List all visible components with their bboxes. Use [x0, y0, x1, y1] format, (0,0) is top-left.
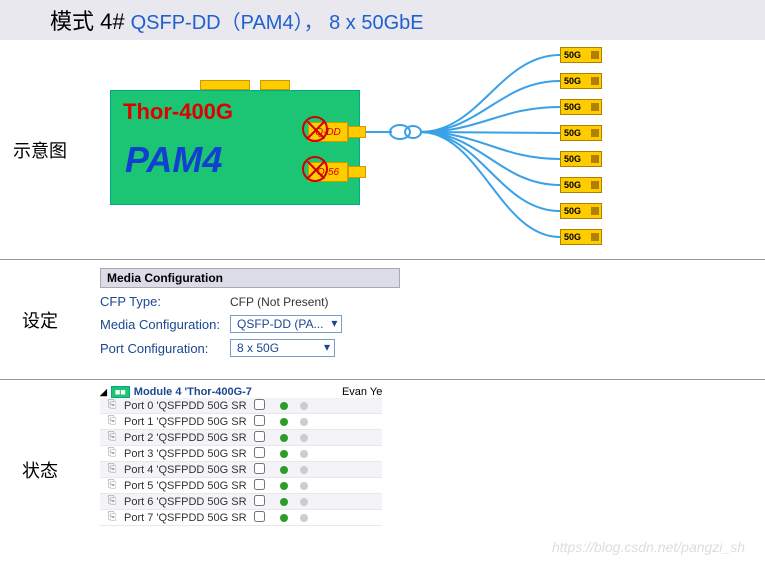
port-icon: ⎘ — [100, 399, 124, 412]
port-row[interactable]: ⎘Port 7 'QSFPDD 50G SR — [100, 510, 382, 526]
target-50g: 50G — [560, 99, 602, 115]
port-checkbox[interactable] — [254, 495, 274, 509]
led-gray-icon — [300, 498, 308, 506]
target-50g: 50G — [560, 73, 602, 89]
media-config-label: Media Configuration: — [100, 317, 230, 332]
led-gray-icon — [300, 466, 308, 474]
module-name: Module 4 'Thor-400G-7 — [134, 386, 252, 398]
port-name: Port 1 'QSFPDD 50G SR — [124, 416, 254, 428]
port-icon: ⎘ — [100, 431, 124, 444]
module-badge: ■■ — [111, 386, 130, 398]
label-config: 设定 — [0, 260, 80, 379]
led-gray-icon — [300, 418, 308, 426]
cfp-type-value: CFP (Not Present) — [230, 295, 328, 309]
led-green-icon — [280, 434, 288, 442]
port-checkbox[interactable] — [254, 479, 274, 493]
led-gray-icon — [300, 450, 308, 458]
led-green-icon — [280, 482, 288, 490]
mode-number: 模式 4# — [50, 4, 125, 36]
port-row[interactable]: ⎘Port 6 'QSFPDD 50G SR — [100, 494, 382, 510]
status-row: 状态 ◢ ■■ Module 4 'Thor-400G-7 Evan Ye ⎘P… — [0, 380, 765, 560]
port-icon: ⎘ — [100, 447, 124, 460]
port-name: Port 0 'QSFPDD 50G SR — [124, 400, 254, 412]
port-icon: ⎘ — [100, 511, 124, 524]
module-owner: Evan Ye — [342, 386, 382, 398]
led-green-icon — [280, 514, 288, 522]
target-50g: 50G — [560, 47, 602, 63]
port-row[interactable]: ⎘Port 5 'QSFPDD 50G SR — [100, 478, 382, 494]
port-name: Port 4 'QSFPDD 50G SR — [124, 464, 254, 476]
fanout-wires — [80, 40, 760, 260]
port-checkbox[interactable] — [254, 431, 274, 445]
port-icon: ⎘ — [100, 415, 124, 428]
port-row[interactable]: ⎘Port 3 'QSFPDD 50G SR — [100, 446, 382, 462]
led-green-icon — [280, 450, 288, 458]
port-name: Port 5 'QSFPDD 50G SR — [124, 480, 254, 492]
port-name: Port 2 'QSFPDD 50G SR — [124, 432, 254, 444]
led-gray-icon — [300, 434, 308, 442]
label-diagram: 示意图 — [0, 40, 80, 259]
port-icon: ⎘ — [100, 463, 124, 476]
port-icon: ⎘ — [100, 495, 124, 508]
led-gray-icon — [300, 482, 308, 490]
config-panel: Media Configuration CFP Type: CFP (Not P… — [80, 260, 400, 379]
port-config-dropdown[interactable]: 8 x 50G — [230, 339, 335, 357]
target-50g: 50G — [560, 229, 602, 245]
port-row[interactable]: ⎘Port 2 'QSFPDD 50G SR — [100, 430, 382, 446]
status-panel: ◢ ■■ Module 4 'Thor-400G-7 Evan Ye ⎘Port… — [80, 380, 382, 560]
media-config-dropdown[interactable]: QSFP-DD (PA... — [230, 315, 342, 333]
port-row[interactable]: ⎘Port 0 'QSFPDD 50G SR — [100, 398, 382, 414]
port-checkbox[interactable] — [254, 399, 274, 413]
config-title: Media Configuration — [100, 268, 400, 288]
led-green-icon — [280, 466, 288, 474]
port-name: Port 3 'QSFPDD 50G SR — [124, 448, 254, 460]
port-checkbox[interactable] — [254, 415, 274, 429]
led-green-icon — [280, 498, 288, 506]
port-checkbox[interactable] — [254, 511, 274, 525]
watermark: https://blog.csdn.net/pangzi_sh — [552, 539, 745, 555]
led-green-icon — [280, 418, 288, 426]
target-50g: 50G — [560, 203, 602, 219]
port-row[interactable]: ⎘Port 1 'QSFPDD 50G SR — [100, 414, 382, 430]
module-header[interactable]: ◢ ■■ Module 4 'Thor-400G-7 Evan Ye — [100, 386, 382, 398]
port-row[interactable]: ⎘Port 4 'QSFPDD 50G SR — [100, 462, 382, 478]
port-name: Port 6 'QSFPDD 50G SR — [124, 496, 254, 508]
config-row: 设定 Media Configuration CFP Type: CFP (No… — [0, 260, 765, 380]
cfp-type-label: CFP Type: — [100, 294, 230, 309]
port-config-label: Port Configuration: — [100, 341, 230, 356]
header-bar: 模式 4# QSFP-DD（PAM4）， 8 x 50GbE — [0, 0, 765, 40]
port-icon: ⎘ — [100, 479, 124, 492]
led-green-icon — [280, 402, 288, 410]
port-checkbox[interactable] — [254, 463, 274, 477]
target-50g: 50G — [560, 177, 602, 193]
led-gray-icon — [300, 402, 308, 410]
collapse-icon[interactable]: ◢ — [100, 387, 107, 398]
diagram-area: Thor-400G PAM4 Q-DD Q-56 50G 50G 50G 50G… — [80, 40, 765, 259]
diagram-row: 示意图 Thor-400G PAM4 Q-DD Q-56 50G 50G 5 — [0, 40, 765, 260]
port-name: Port 7 'QSFPDD 50G SR — [124, 512, 254, 524]
led-gray-icon — [300, 514, 308, 522]
target-50g: 50G — [560, 125, 602, 141]
target-50g: 50G — [560, 151, 602, 167]
port-checkbox[interactable] — [254, 447, 274, 461]
mode-description: QSFP-DD（PAM4）， 8 x 50GbE — [131, 6, 424, 35]
label-status: 状态 — [0, 380, 80, 560]
